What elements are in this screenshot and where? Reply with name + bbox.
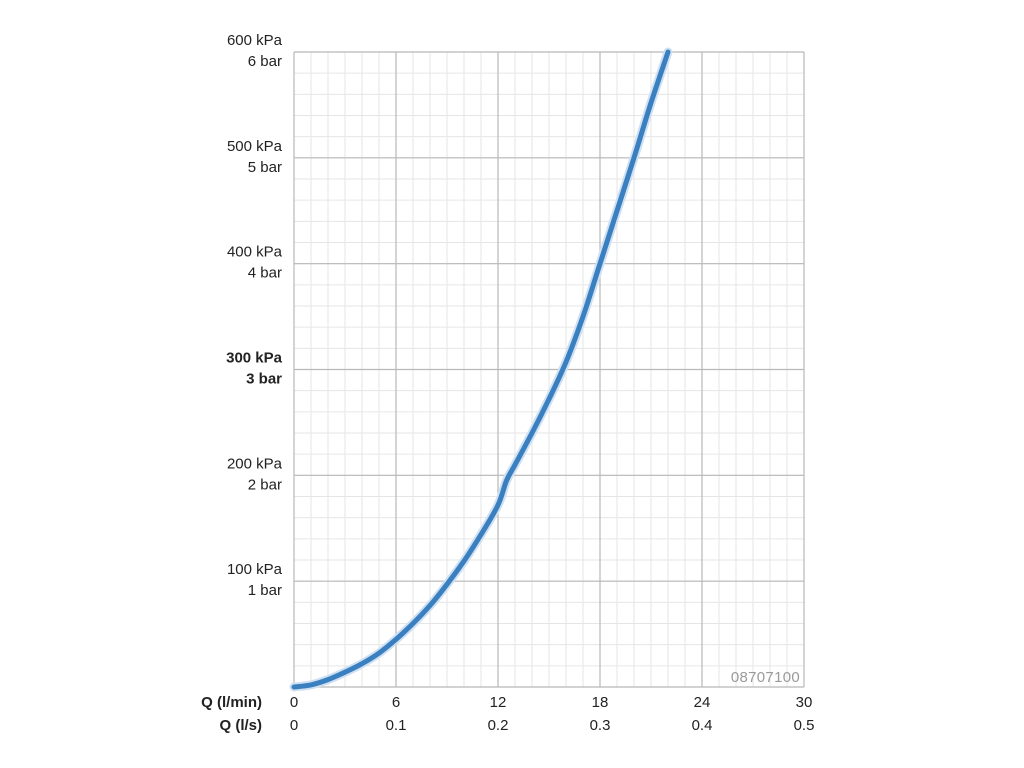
- y-tick-label-kpa: 600 kPa: [227, 32, 283, 49]
- y-tick-label-bar: 1 bar: [248, 582, 282, 599]
- y-tick-label-kpa: 400 kPa: [227, 244, 283, 261]
- y-tick-label-kpa: 100 kPa: [227, 561, 283, 578]
- chart-code-annotation: 08707100: [731, 669, 800, 686]
- x-axis-labels: Q (l/min) Q (l/s) 0 0 6 0.1 12 0.2 18 0.3 24 0.4 30 0…: [201, 694, 814, 734]
- major-grid: [293, 51, 805, 688]
- x-tick-label-lmin: 18: [592, 694, 609, 711]
- x-tick-label-lmin: 6: [392, 694, 400, 711]
- y-tick-label-kpa: 200 kPa: [227, 455, 283, 472]
- y-tick-label-bar: 2 bar: [248, 476, 282, 493]
- x-tick-label-lmin: 30: [796, 694, 813, 711]
- y-axis-labels: 100 kPa 1 bar 200 kPa 2 bar 300 kPa 3 bar 400 …: [226, 32, 283, 599]
- y-tick-label-kpa: 500 kPa: [227, 138, 283, 155]
- x-tick-label-ls: 0.2: [488, 717, 509, 734]
- x-axis-title-ls: Q (l/s): [219, 717, 262, 734]
- y-tick-label-kpa: 300 kPa: [226, 350, 283, 367]
- x-tick-label-ls: 0.1: [386, 717, 407, 734]
- x-tick-label-ls: 0.5: [794, 717, 815, 734]
- x-axis-title-lmin: Q (l/min): [201, 694, 262, 711]
- x-tick-label-ls: 0: [290, 717, 298, 734]
- pressure-curve-line: [291, 49, 671, 690]
- y-tick-label-bar: 4 bar: [248, 265, 282, 282]
- x-tick-label-lmin: 12: [490, 694, 507, 711]
- x-tick-label-lmin: 0: [290, 694, 298, 711]
- x-tick-label-ls: 0.3: [590, 717, 611, 734]
- curve-layer: [289, 47, 673, 692]
- y-tick-label-bar: 5 bar: [248, 159, 282, 176]
- y-tick-label-bar: 3 bar: [246, 371, 282, 388]
- x-tick-label-ls: 0.4: [692, 717, 713, 734]
- x-tick-label-lmin: 24: [694, 694, 711, 711]
- y-tick-label-bar: 6 bar: [248, 53, 282, 70]
